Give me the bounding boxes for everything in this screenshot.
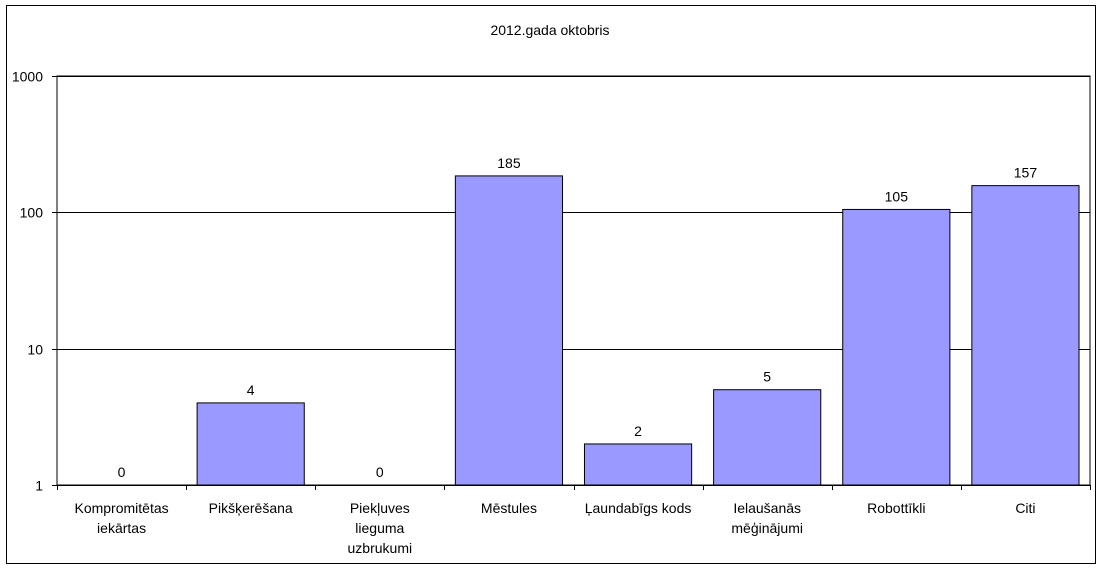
bars [196,175,1080,486]
category-label: uzbrukumi [348,540,413,556]
bar [583,443,693,486]
data-labels: 0 4 0 185 2 5 105 157 [118,155,1038,480]
y-tick-label: 1000 [12,69,43,85]
data-label: 157 [1014,165,1038,181]
y-tick-label: 100 [20,205,44,221]
data-label: 185 [497,155,521,171]
category-label: lieguma [355,520,404,536]
data-label: 0 [376,464,384,480]
data-label: 5 [763,369,771,385]
category-label: Ielaušanās [733,500,801,516]
category-labels: Kompromitētas iekārtas Pikšķerēšana Piekļuv… [74,500,1035,556]
bar [196,402,305,486]
y-tick-label: 1 [35,478,43,494]
data-label: 4 [247,382,255,398]
data-label: 2 [634,423,642,439]
category-label: Piekļuves [350,500,410,516]
category-label: Kompromitētas [74,500,168,516]
y-tick-label: 10 [27,342,43,358]
chart-title: 2012.gada oktobris [490,22,609,38]
bar [842,208,951,486]
category-label: iekārtas [97,520,146,536]
category-label: Robottīkli [867,500,925,516]
category-label: Mēstules [481,500,537,516]
category-label: Pikšķerēšana [209,500,293,516]
category-label: Ļaundabīgs kods [585,500,692,516]
bar [454,175,564,486]
bar [713,389,822,486]
category-label: mēģinājumi [731,520,803,536]
bar [971,185,1080,486]
data-label: 0 [118,464,126,480]
category-label: Citi [1015,500,1035,516]
data-label: 105 [885,188,909,204]
